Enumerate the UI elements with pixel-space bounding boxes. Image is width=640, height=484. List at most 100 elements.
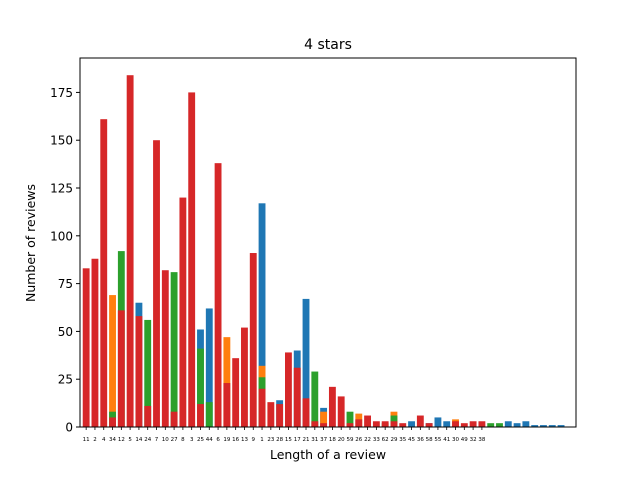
bar: [548, 425, 556, 427]
x-tick-label: 59: [346, 437, 353, 443]
x-tick-label: 10: [162, 437, 169, 443]
x-tick-label: 25: [197, 437, 204, 443]
bar: [452, 421, 459, 427]
x-tick-label: 8: [181, 437, 185, 443]
x-tick-label: 38: [478, 437, 485, 443]
bar: [522, 421, 530, 427]
bar: [557, 425, 565, 427]
bar: [320, 411, 328, 427]
bar: [443, 421, 451, 427]
bar: [179, 197, 187, 427]
x-axis: 11 2 4 34 12 5 14 24 7 10 27 8 3 25 44 6 19 16 13 9 1 23 28 15 1…: [83, 427, 486, 443]
bar: [214, 163, 222, 427]
bar: [285, 352, 292, 427]
bar: [205, 308, 213, 427]
x-tick-label: 17: [294, 437, 301, 443]
x-tick-label: 37: [320, 437, 327, 443]
bar: [302, 398, 310, 427]
x-tick-label: 62: [382, 437, 389, 443]
x-tick-label: 4: [102, 437, 106, 443]
bar: [249, 253, 257, 427]
bar: [496, 423, 503, 427]
bar: [513, 423, 521, 427]
bar: [170, 272, 178, 427]
x-tick-label: 31: [311, 437, 318, 443]
bar: [267, 402, 275, 427]
x-tick-label: 5: [128, 437, 132, 443]
x-tick-label: 6: [216, 437, 220, 443]
bar: [82, 268, 90, 427]
bar: [346, 411, 354, 427]
bar: [109, 295, 116, 427]
x-tick-label: 14: [135, 437, 142, 443]
bar: [188, 92, 196, 427]
x-tick-label: 29: [390, 437, 397, 443]
y-tick-label: 125: [50, 182, 73, 196]
bar: [372, 421, 380, 427]
x-tick-label: 30: [452, 437, 459, 443]
x-tick-label: 20: [338, 437, 345, 443]
x-tick-label: 3: [190, 437, 194, 443]
x-tick-label: 13: [241, 437, 248, 443]
bar: [117, 310, 125, 427]
bar: [320, 423, 328, 427]
plot-frame: [79, 57, 577, 428]
y-tick-label: 0: [65, 421, 73, 435]
bar: [381, 421, 389, 427]
x-tick-label: 55: [434, 437, 441, 443]
bar: [399, 423, 407, 427]
bar: [434, 417, 442, 427]
x-tick-label: 12: [118, 437, 125, 443]
bar: [346, 423, 354, 427]
bar: [223, 337, 231, 427]
bar: [153, 140, 160, 427]
bar: [416, 415, 424, 427]
y-axis-label: Number of reviews: [23, 184, 38, 302]
bar: [364, 415, 371, 427]
x-tick-label: 1: [260, 437, 264, 443]
bar: [276, 404, 284, 427]
bar: [460, 423, 468, 427]
bar: [408, 421, 415, 427]
x-tick-label: 45: [408, 437, 415, 443]
bar: [126, 75, 134, 428]
bar: [311, 421, 319, 427]
bars-layer: [82, 75, 565, 428]
bar: [205, 402, 213, 427]
y-axis: 0 25 50 75 100 125 150 175: [50, 86, 80, 435]
x-tick-label: 22: [364, 437, 371, 443]
bar: [540, 425, 547, 427]
x-tick-label: 21: [303, 437, 310, 443]
x-tick-label: 58: [426, 437, 433, 443]
bar: [109, 417, 116, 427]
x-tick-label: 27: [171, 437, 178, 443]
x-tick-label: 41: [443, 437, 450, 443]
bar: [328, 386, 336, 427]
x-tick-label: 34: [109, 437, 116, 443]
x-tick-label: 44: [206, 437, 213, 443]
bar: [504, 421, 512, 427]
bar: [223, 383, 231, 427]
x-tick-label: 36: [417, 437, 424, 443]
bar: [478, 421, 486, 427]
bar: [469, 421, 477, 427]
x-tick-label: 33: [373, 437, 380, 443]
bar: [144, 319, 152, 427]
bar: [161, 270, 169, 427]
bar: [91, 258, 99, 427]
bar: [241, 327, 248, 427]
y-tick-label: 50: [58, 325, 73, 339]
x-axis-label: Length of a review: [270, 447, 386, 462]
bar: [258, 388, 266, 427]
x-tick-label: 19: [223, 437, 230, 443]
y-tick-label: 25: [58, 373, 73, 387]
x-tick-label: 28: [276, 437, 283, 443]
bar: [390, 421, 398, 427]
bar: [170, 411, 178, 427]
bar: [311, 371, 319, 427]
y-tick-label: 150: [50, 134, 73, 148]
chart-title: 4 stars: [304, 37, 352, 53]
bar: [293, 367, 301, 427]
